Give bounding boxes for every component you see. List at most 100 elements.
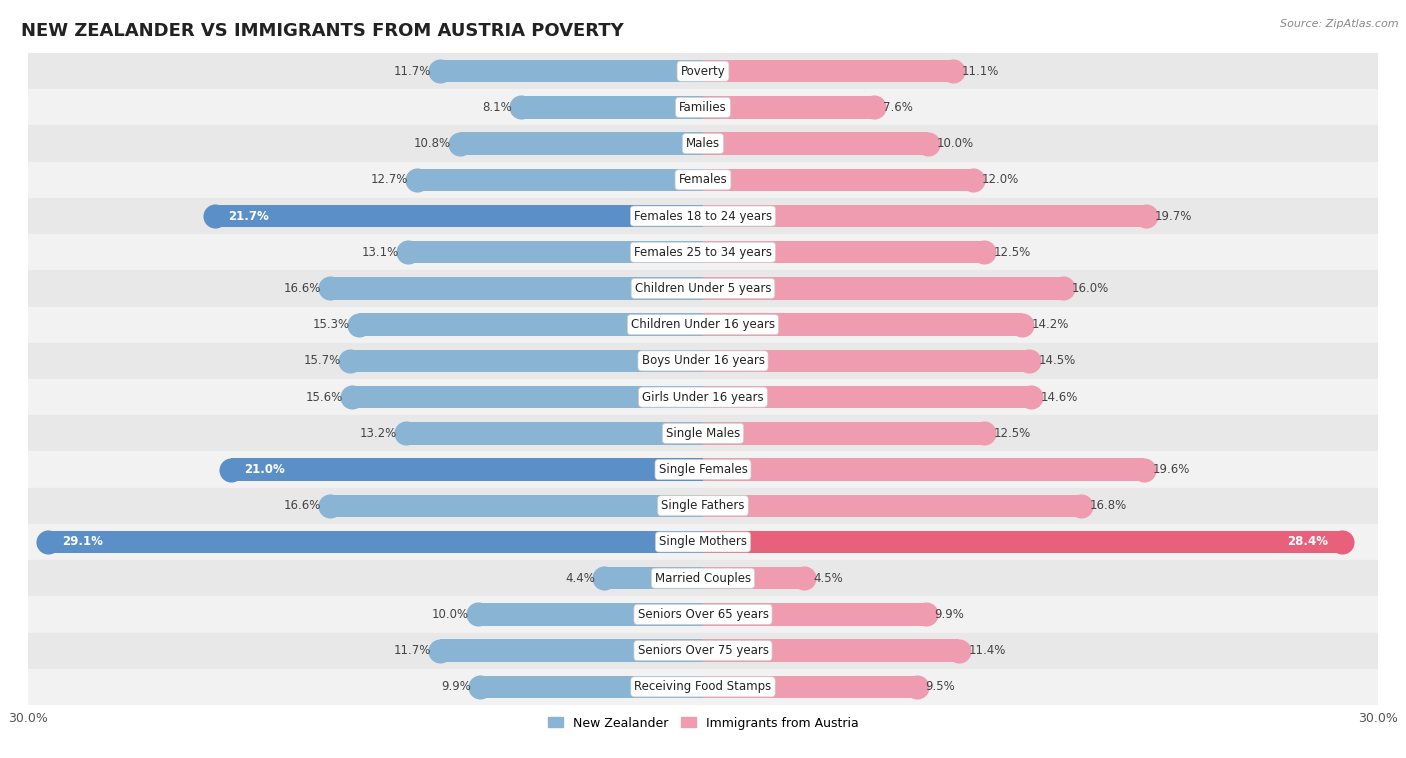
Text: 21.0%: 21.0% (245, 463, 285, 476)
Bar (703, 531, 1341, 553)
Text: 12.5%: 12.5% (993, 246, 1031, 258)
Bar (418, 168, 703, 191)
Bar (28, 306, 1378, 343)
Text: 10.0%: 10.0% (936, 137, 974, 150)
Bar (703, 133, 928, 155)
Bar (28, 560, 1378, 597)
Text: Females: Females (679, 174, 727, 186)
Bar (28, 669, 1378, 705)
Text: 14.5%: 14.5% (1038, 355, 1076, 368)
Bar (703, 241, 984, 264)
Text: Single Mothers: Single Mothers (659, 535, 747, 549)
Text: 16.6%: 16.6% (283, 282, 321, 295)
Text: 16.0%: 16.0% (1071, 282, 1109, 295)
Text: Children Under 5 years: Children Under 5 years (634, 282, 772, 295)
Text: 19.7%: 19.7% (1156, 209, 1192, 223)
Bar (703, 459, 1144, 481)
Bar (460, 133, 703, 155)
Bar (28, 487, 1378, 524)
Text: 12.0%: 12.0% (981, 174, 1019, 186)
Text: 9.9%: 9.9% (441, 681, 471, 694)
Text: Poverty: Poverty (681, 64, 725, 77)
Bar (352, 386, 703, 409)
Text: 8.1%: 8.1% (482, 101, 512, 114)
Text: 10.0%: 10.0% (432, 608, 470, 621)
Bar (28, 632, 1378, 669)
Text: 7.6%: 7.6% (883, 101, 912, 114)
Bar (703, 422, 984, 444)
Bar (703, 494, 1081, 517)
Text: Girls Under 16 years: Girls Under 16 years (643, 390, 763, 403)
Bar (329, 277, 703, 299)
Bar (703, 603, 925, 625)
Legend: New Zealander, Immigrants from Austria: New Zealander, Immigrants from Austria (543, 712, 863, 735)
Bar (605, 567, 703, 590)
Bar (440, 640, 703, 662)
Bar (440, 60, 703, 83)
Text: 14.2%: 14.2% (1032, 318, 1069, 331)
Bar (28, 271, 1378, 306)
Bar (703, 640, 959, 662)
Bar (408, 241, 703, 264)
Text: Boys Under 16 years: Boys Under 16 years (641, 355, 765, 368)
Text: Receiving Food Stamps: Receiving Food Stamps (634, 681, 772, 694)
Bar (28, 524, 1378, 560)
Text: 11.1%: 11.1% (962, 64, 1000, 77)
Bar (481, 675, 703, 698)
Text: 28.4%: 28.4% (1288, 535, 1329, 549)
Bar (703, 168, 973, 191)
Text: NEW ZEALANDER VS IMMIGRANTS FROM AUSTRIA POVERTY: NEW ZEALANDER VS IMMIGRANTS FROM AUSTRIA… (21, 23, 624, 40)
Text: 13.1%: 13.1% (363, 246, 399, 258)
Bar (703, 386, 1032, 409)
Bar (703, 314, 1022, 336)
Bar (48, 531, 703, 553)
Text: Females 25 to 34 years: Females 25 to 34 years (634, 246, 772, 258)
Text: 11.4%: 11.4% (969, 644, 1005, 657)
Text: 10.8%: 10.8% (413, 137, 451, 150)
Bar (703, 675, 917, 698)
Text: Females 18 to 24 years: Females 18 to 24 years (634, 209, 772, 223)
Text: 12.5%: 12.5% (993, 427, 1031, 440)
Bar (478, 603, 703, 625)
Text: Families: Families (679, 101, 727, 114)
Text: Seniors Over 75 years: Seniors Over 75 years (637, 644, 769, 657)
Bar (28, 452, 1378, 487)
Text: 19.6%: 19.6% (1153, 463, 1191, 476)
Bar (28, 597, 1378, 632)
Text: 15.3%: 15.3% (312, 318, 350, 331)
Text: Married Couples: Married Couples (655, 572, 751, 584)
Bar (28, 161, 1378, 198)
Text: 4.4%: 4.4% (565, 572, 595, 584)
Bar (406, 422, 703, 444)
Bar (28, 126, 1378, 161)
Bar (703, 349, 1029, 372)
Text: 21.7%: 21.7% (228, 209, 269, 223)
Text: Source: ZipAtlas.com: Source: ZipAtlas.com (1281, 19, 1399, 29)
Bar (703, 96, 875, 118)
Bar (359, 314, 703, 336)
Bar (703, 277, 1063, 299)
Text: Males: Males (686, 137, 720, 150)
Text: 15.7%: 15.7% (304, 355, 340, 368)
Text: 15.6%: 15.6% (307, 390, 343, 403)
Bar (329, 494, 703, 517)
Text: 4.5%: 4.5% (813, 572, 844, 584)
Bar (28, 234, 1378, 271)
Text: 16.6%: 16.6% (283, 500, 321, 512)
Bar (28, 53, 1378, 89)
Text: 11.7%: 11.7% (394, 644, 430, 657)
Text: Seniors Over 65 years: Seniors Over 65 years (637, 608, 769, 621)
Bar (28, 89, 1378, 126)
Text: Single Fathers: Single Fathers (661, 500, 745, 512)
Text: 12.7%: 12.7% (371, 174, 408, 186)
Bar (520, 96, 703, 118)
Bar (28, 343, 1378, 379)
Text: 9.5%: 9.5% (925, 681, 956, 694)
Text: 11.7%: 11.7% (394, 64, 430, 77)
Text: Single Males: Single Males (666, 427, 740, 440)
Bar (28, 198, 1378, 234)
Bar (703, 60, 953, 83)
Bar (28, 379, 1378, 415)
Bar (703, 205, 1146, 227)
Bar (28, 415, 1378, 452)
